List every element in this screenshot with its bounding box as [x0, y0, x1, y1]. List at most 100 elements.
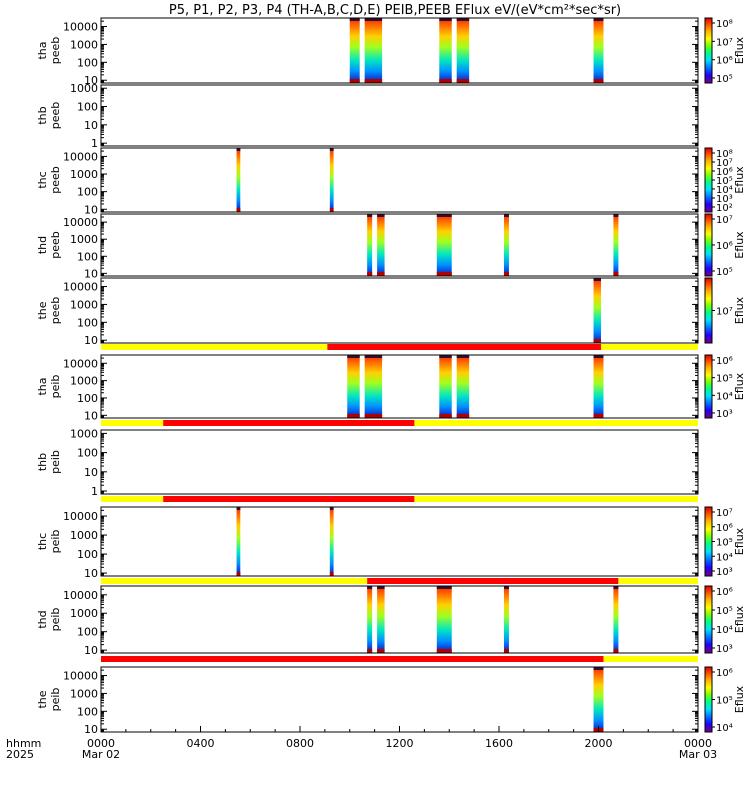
y-axis-label-product: peib: [49, 688, 62, 712]
colorbar-tick-label: 10⁵: [716, 606, 733, 617]
spectrogram-block: [503, 214, 509, 276]
x-tick-label: 0000: [87, 737, 115, 750]
status-bar-segment: [414, 496, 698, 502]
spectrogram-block-base: [613, 272, 619, 276]
status-bar-segment: [600, 344, 698, 350]
colorbar-tick-label: 10⁶: [716, 241, 733, 252]
y-axis-label-probe: thc: [36, 171, 49, 188]
colorbar: [704, 666, 713, 733]
colorbar-tick-label: 10⁵: [716, 176, 733, 187]
y-tick-label: 100: [77, 392, 98, 405]
x-tick-label: 1200: [386, 737, 414, 750]
status-bar-segment: [163, 496, 415, 502]
spectrogram-block: [377, 586, 385, 653]
colorbar-tick-label: 10⁵: [716, 696, 733, 707]
spectrogram-block-base: [613, 649, 619, 653]
spectrogram-block-base: [436, 272, 452, 276]
y-axis-label-probe: the: [36, 690, 49, 708]
colorbar-tick-label: 10³: [716, 409, 733, 420]
spectrogram-block-cap: [613, 214, 619, 217]
spectrogram-block: [329, 148, 334, 212]
spectrogram-block-base: [439, 79, 452, 83]
status-bar-segment: [101, 656, 604, 662]
y-tick-label: 100: [77, 447, 98, 460]
spectrogram-block-cap: [329, 507, 334, 510]
spectrogram-block-base: [456, 79, 470, 83]
y-axis-label-product: peib: [49, 375, 62, 399]
y-axis-label-probe: thd: [36, 236, 49, 254]
spectrogram-block: [329, 507, 334, 576]
plot-frame: [100, 666, 699, 733]
spectrogram-block-cap: [377, 586, 385, 589]
spectrogram-block: [364, 355, 383, 418]
spectrogram-block-cap: [367, 214, 373, 217]
y-tick-label: 100: [77, 626, 98, 639]
y-tick-label: 10: [84, 74, 98, 87]
y-tick-label: 10000: [63, 589, 98, 602]
spectrogram-block-base: [503, 272, 509, 276]
plot-frame: [100, 429, 699, 495]
status-bar-segment: [327, 344, 601, 350]
y-axis-label-probe: tha: [36, 377, 49, 395]
colorbar-tick-label: 10⁶: [716, 668, 733, 679]
spectrogram-block-cap: [593, 667, 604, 670]
y-tick-label: 1000: [70, 607, 98, 620]
colorbar-title: Eflux: [733, 166, 746, 194]
colorbar-tick-label: 10⁷: [716, 508, 733, 519]
y-axis-label-probe: thd: [36, 610, 49, 628]
footer-year-label: 2025: [6, 748, 34, 761]
plot-frame: [100, 147, 699, 213]
y-tick-label: 1000: [70, 687, 98, 700]
y-axis-label: thcpeib: [36, 530, 62, 554]
spectrogram-block-cap: [503, 214, 509, 217]
colorbar-tick-label: 10⁶: [716, 523, 733, 534]
spectrogram-block-cap: [364, 18, 383, 21]
y-axis-label: thepeib: [36, 688, 62, 712]
colorbar-tick-label: 10⁶: [716, 587, 733, 598]
footer-hhmm-label: hhmm: [6, 737, 41, 750]
colorbar-tick-label: 10⁷: [716, 158, 733, 169]
colorbar-title: Eflux: [733, 296, 746, 324]
colorbar-tick-label: 10⁶: [716, 356, 733, 367]
y-tick-label: 100: [77, 316, 98, 329]
spectrogram-block-cap: [377, 214, 385, 217]
spectrogram-block-base: [593, 339, 601, 343]
y-axis-label: thdpeeb: [36, 231, 62, 259]
y-tick-label: 100: [77, 705, 98, 718]
x-tick-label: 0000: [684, 737, 712, 750]
y-tick-label: 10: [84, 723, 98, 736]
colorbar-tick-label: 10⁴: [716, 391, 733, 402]
y-tick-label: 1000: [70, 233, 98, 246]
spectrogram-block: [593, 278, 601, 343]
panel-thc-peib: 10100100010000thcpeib10⁷10⁶10⁵10⁴10³Eflu…: [36, 496, 746, 580]
y-axis-label-product: peib: [49, 450, 62, 474]
colorbar-tick-label: 10⁴: [716, 185, 733, 196]
y-axis-label-product: peib: [49, 530, 62, 554]
spectrogram-block-cap: [329, 148, 334, 151]
spectrogram-block-base: [329, 208, 334, 212]
y-axis-label-probe: thc: [36, 533, 49, 550]
spectrogram-block-cap: [347, 355, 360, 358]
panels-group: 10100100010000thapeeb10⁸10⁷10⁶10⁵Eflux11…: [36, 17, 746, 736]
colorbar-tick-label: 10³: [716, 567, 733, 578]
spectrogram-block: [593, 667, 604, 732]
colorbar: [704, 277, 713, 344]
y-tick-label: 10: [84, 409, 98, 422]
status-bar-segment: [618, 578, 698, 584]
colorbar-title: Eflux: [733, 231, 746, 259]
y-tick-label: 1000: [70, 298, 98, 311]
spectrogram-block-cap: [503, 586, 509, 589]
spectrogram-block-base: [236, 208, 241, 212]
x-tick-label: 0800: [286, 737, 314, 750]
spectrogram-block-cap: [593, 278, 601, 281]
y-tick-label: 1000: [70, 82, 98, 95]
spectrogram-block-base: [439, 414, 452, 418]
spectrogram-block-base: [503, 649, 509, 653]
plot-frame: [100, 277, 699, 344]
x-axis: 0000 0400 0800 1200 1600 2000 0000: [87, 726, 712, 750]
plot-frame: [100, 17, 699, 84]
spectrogram-block-cap: [593, 355, 604, 358]
plot-frame: [100, 354, 699, 419]
spectrogram-block: [364, 18, 383, 83]
